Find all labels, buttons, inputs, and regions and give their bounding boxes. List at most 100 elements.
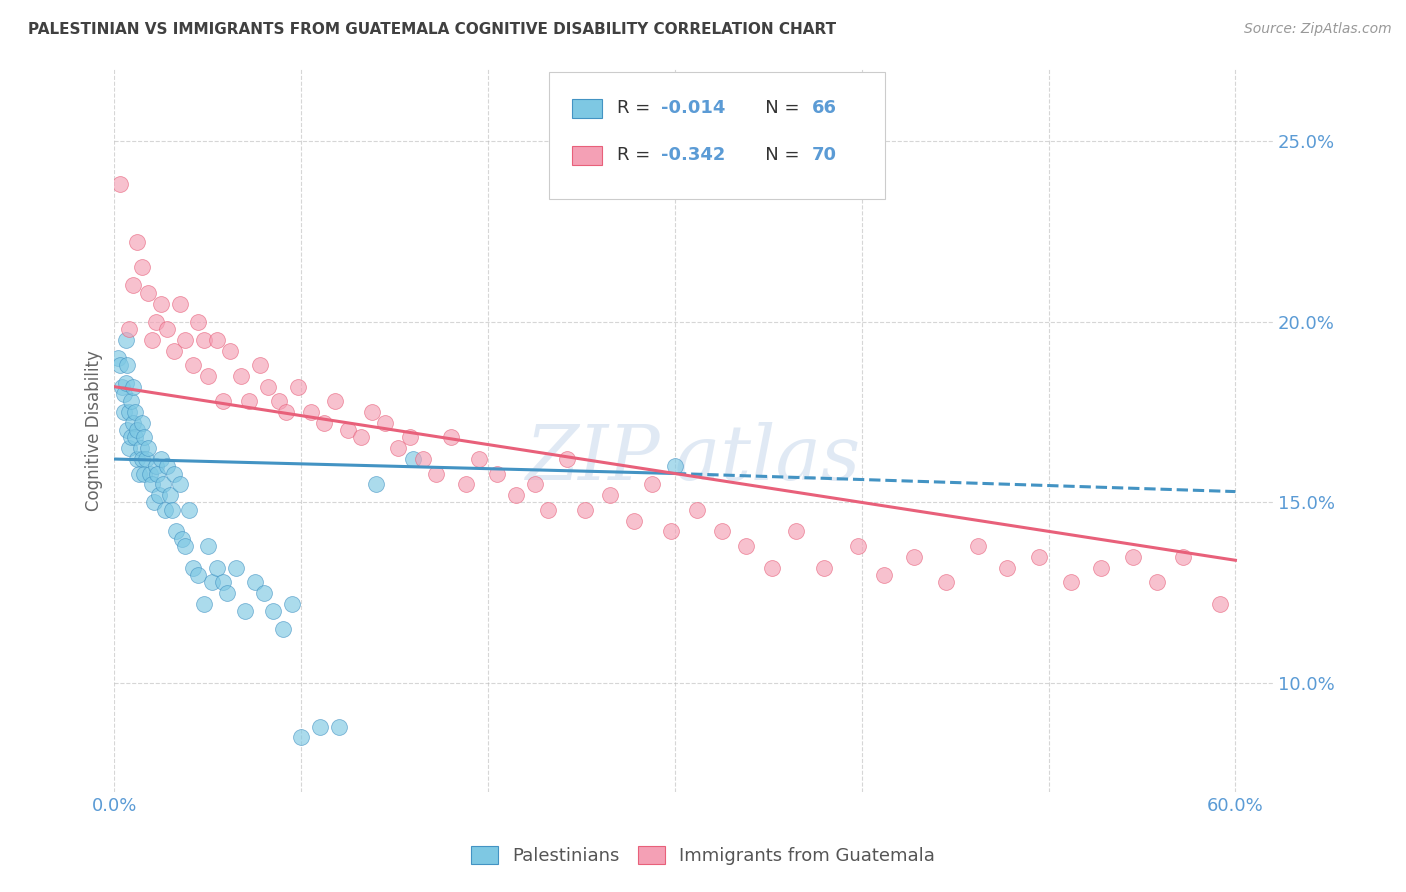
Point xyxy=(136,285,159,300)
Point xyxy=(328,720,350,734)
Point xyxy=(454,477,477,491)
Point xyxy=(231,368,253,383)
Point xyxy=(145,459,167,474)
Point xyxy=(398,430,420,444)
Point xyxy=(364,477,387,491)
Point xyxy=(118,441,141,455)
Point xyxy=(174,539,197,553)
Point xyxy=(136,441,159,455)
Point xyxy=(219,343,242,358)
Point xyxy=(1209,597,1232,611)
Point xyxy=(215,586,238,600)
Point xyxy=(112,405,135,419)
Point xyxy=(141,333,163,347)
Point xyxy=(129,441,152,455)
Point xyxy=(148,488,170,502)
Point xyxy=(118,405,141,419)
Point xyxy=(205,333,228,347)
Text: R =: R = xyxy=(617,99,657,117)
Point xyxy=(290,731,312,745)
Point xyxy=(873,567,896,582)
Point xyxy=(134,430,156,444)
Point xyxy=(156,322,179,336)
Point xyxy=(425,467,447,481)
Point xyxy=(486,467,509,481)
Point xyxy=(181,560,204,574)
Point xyxy=(159,488,181,502)
Point xyxy=(813,560,835,574)
Point xyxy=(903,549,925,564)
Point xyxy=(193,333,215,347)
Point xyxy=(112,387,135,401)
Point xyxy=(555,452,578,467)
Point xyxy=(935,574,957,589)
Point xyxy=(211,574,233,589)
Point xyxy=(1171,549,1194,564)
Point xyxy=(131,416,153,430)
Point xyxy=(128,467,150,481)
Point xyxy=(125,235,148,249)
Y-axis label: Cognitive Disability: Cognitive Disability xyxy=(86,350,103,510)
Point xyxy=(122,416,145,430)
Point xyxy=(134,467,156,481)
Point xyxy=(179,502,201,516)
Point xyxy=(197,368,219,383)
Point xyxy=(122,380,145,394)
Point xyxy=(1122,549,1144,564)
Point xyxy=(281,597,304,611)
Text: ZIP atlas: ZIP atlas xyxy=(526,422,862,496)
Point xyxy=(152,477,174,491)
Point xyxy=(761,560,783,574)
Point xyxy=(125,423,148,437)
Point xyxy=(200,574,222,589)
Point xyxy=(336,423,359,437)
Text: 70: 70 xyxy=(811,146,837,164)
Point xyxy=(686,502,709,516)
Point xyxy=(169,296,191,310)
Point xyxy=(225,560,247,574)
Text: -0.342: -0.342 xyxy=(661,146,725,164)
Point xyxy=(238,394,260,409)
Point xyxy=(243,574,266,589)
Point xyxy=(187,315,209,329)
Point xyxy=(142,495,165,509)
Point xyxy=(122,278,145,293)
Point xyxy=(323,394,346,409)
Point xyxy=(412,452,434,467)
Point xyxy=(131,260,153,275)
Point xyxy=(312,416,335,430)
Point xyxy=(197,539,219,553)
Point xyxy=(163,343,186,358)
FancyBboxPatch shape xyxy=(548,72,884,199)
Point xyxy=(402,452,425,467)
Point xyxy=(1146,574,1168,589)
Point xyxy=(125,452,148,467)
Text: -0.014: -0.014 xyxy=(661,99,725,117)
Text: Source: ZipAtlas.com: Source: ZipAtlas.com xyxy=(1244,22,1392,37)
Point xyxy=(664,459,686,474)
Point xyxy=(135,452,157,467)
Point xyxy=(523,477,546,491)
Point xyxy=(574,502,596,516)
Point xyxy=(267,394,290,409)
Point xyxy=(735,539,758,553)
Point xyxy=(187,567,209,582)
Point xyxy=(169,477,191,491)
Point xyxy=(387,441,409,455)
Point xyxy=(181,358,204,372)
Point xyxy=(114,376,136,390)
Point xyxy=(505,488,527,502)
Point xyxy=(253,586,276,600)
Point xyxy=(146,467,169,481)
Point xyxy=(170,532,193,546)
Point xyxy=(309,720,332,734)
Point xyxy=(124,430,146,444)
Point xyxy=(165,524,187,539)
Point xyxy=(599,488,621,502)
Point xyxy=(710,524,733,539)
Point xyxy=(107,351,129,365)
Point xyxy=(145,315,167,329)
Point xyxy=(124,405,146,419)
Point xyxy=(299,405,322,419)
FancyBboxPatch shape xyxy=(572,99,602,118)
